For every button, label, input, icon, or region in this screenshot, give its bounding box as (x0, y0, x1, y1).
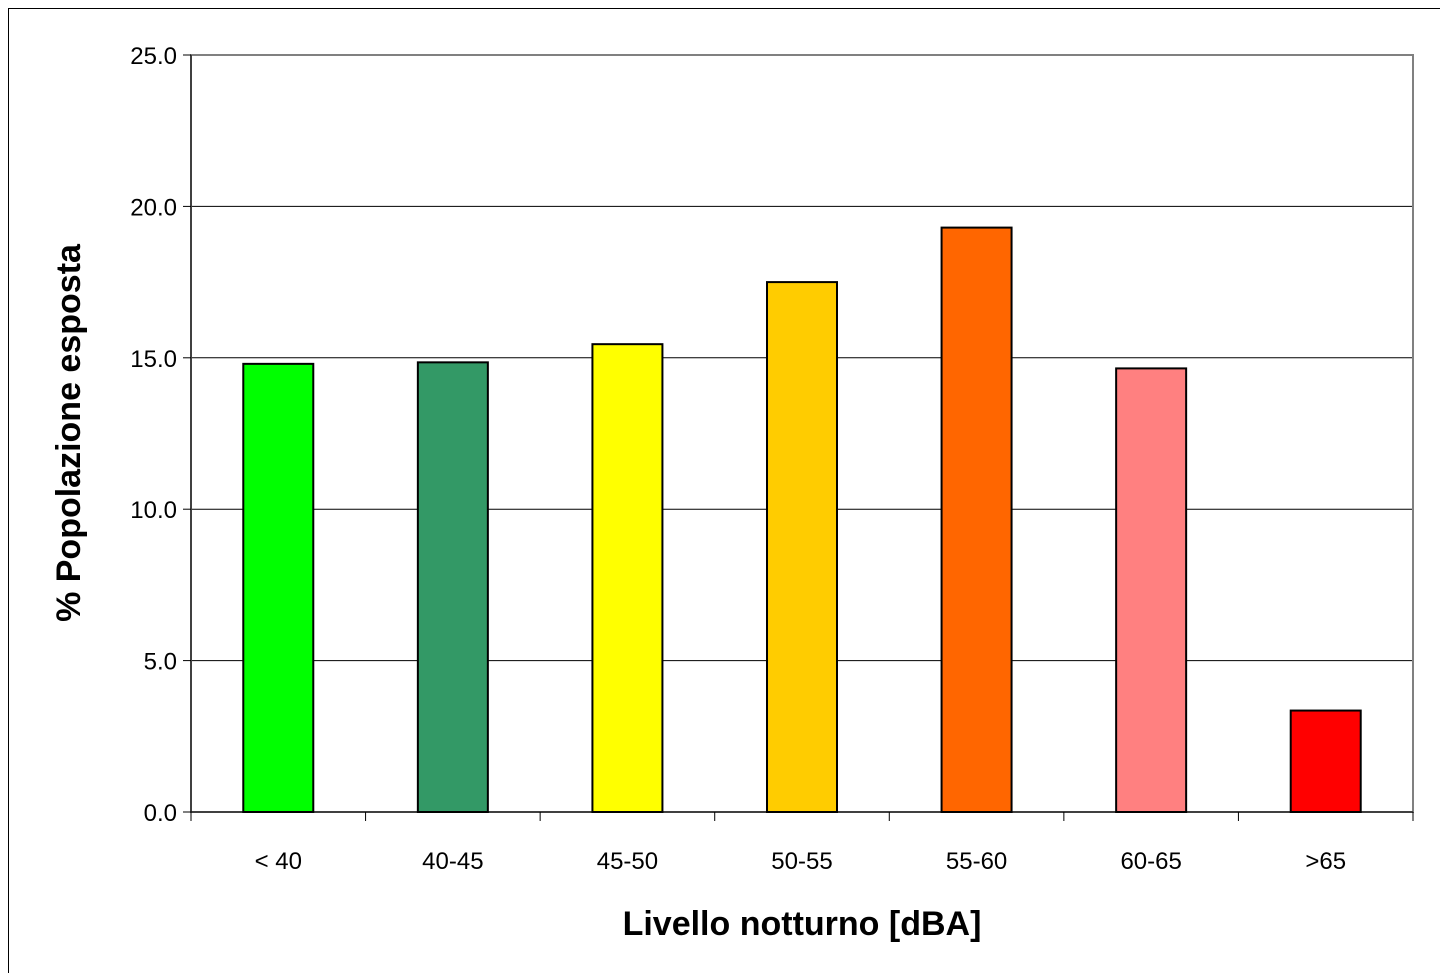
x-tick-label: 60-65 (1120, 848, 1181, 875)
bar (766, 281, 838, 814)
y-tick-label: 0.0 (144, 800, 177, 827)
chart-frame (8, 8, 1440, 973)
y-axis-title: % Popolazione esposta (50, 243, 88, 622)
x-tick-label: < 40 (255, 848, 302, 875)
x-tick-label: 50-55 (771, 848, 832, 875)
axes (183, 54, 1414, 821)
bar (1289, 709, 1362, 814)
bar (1115, 367, 1188, 813)
y-tick-labels: 0.0 5.0 10.0 15.0 20.0 25.0 (130, 43, 177, 827)
y-tick-label: 15.0 (130, 346, 177, 373)
bar (416, 361, 489, 813)
x-tick-label: 40-45 (422, 848, 483, 875)
x-axis-title: Livello notturno [dBA] (623, 905, 982, 943)
y-tick-label: 5.0 (144, 649, 177, 676)
x-tick-label: 55-60 (946, 848, 1007, 875)
bar (940, 226, 1013, 813)
x-tick-labels: < 40 40-45 45-50 50-55 55-60 60-65 >65 (255, 848, 1346, 875)
bar (591, 343, 664, 813)
bars (242, 226, 1362, 814)
y-tick-label: 10.0 (130, 497, 177, 524)
y-tick-label: 20.0 (130, 194, 177, 221)
bar (242, 362, 315, 813)
y-tick-label: 25.0 (130, 43, 177, 70)
x-tick-label: >65 (1305, 848, 1346, 875)
x-tick-label: 45-50 (597, 848, 658, 875)
